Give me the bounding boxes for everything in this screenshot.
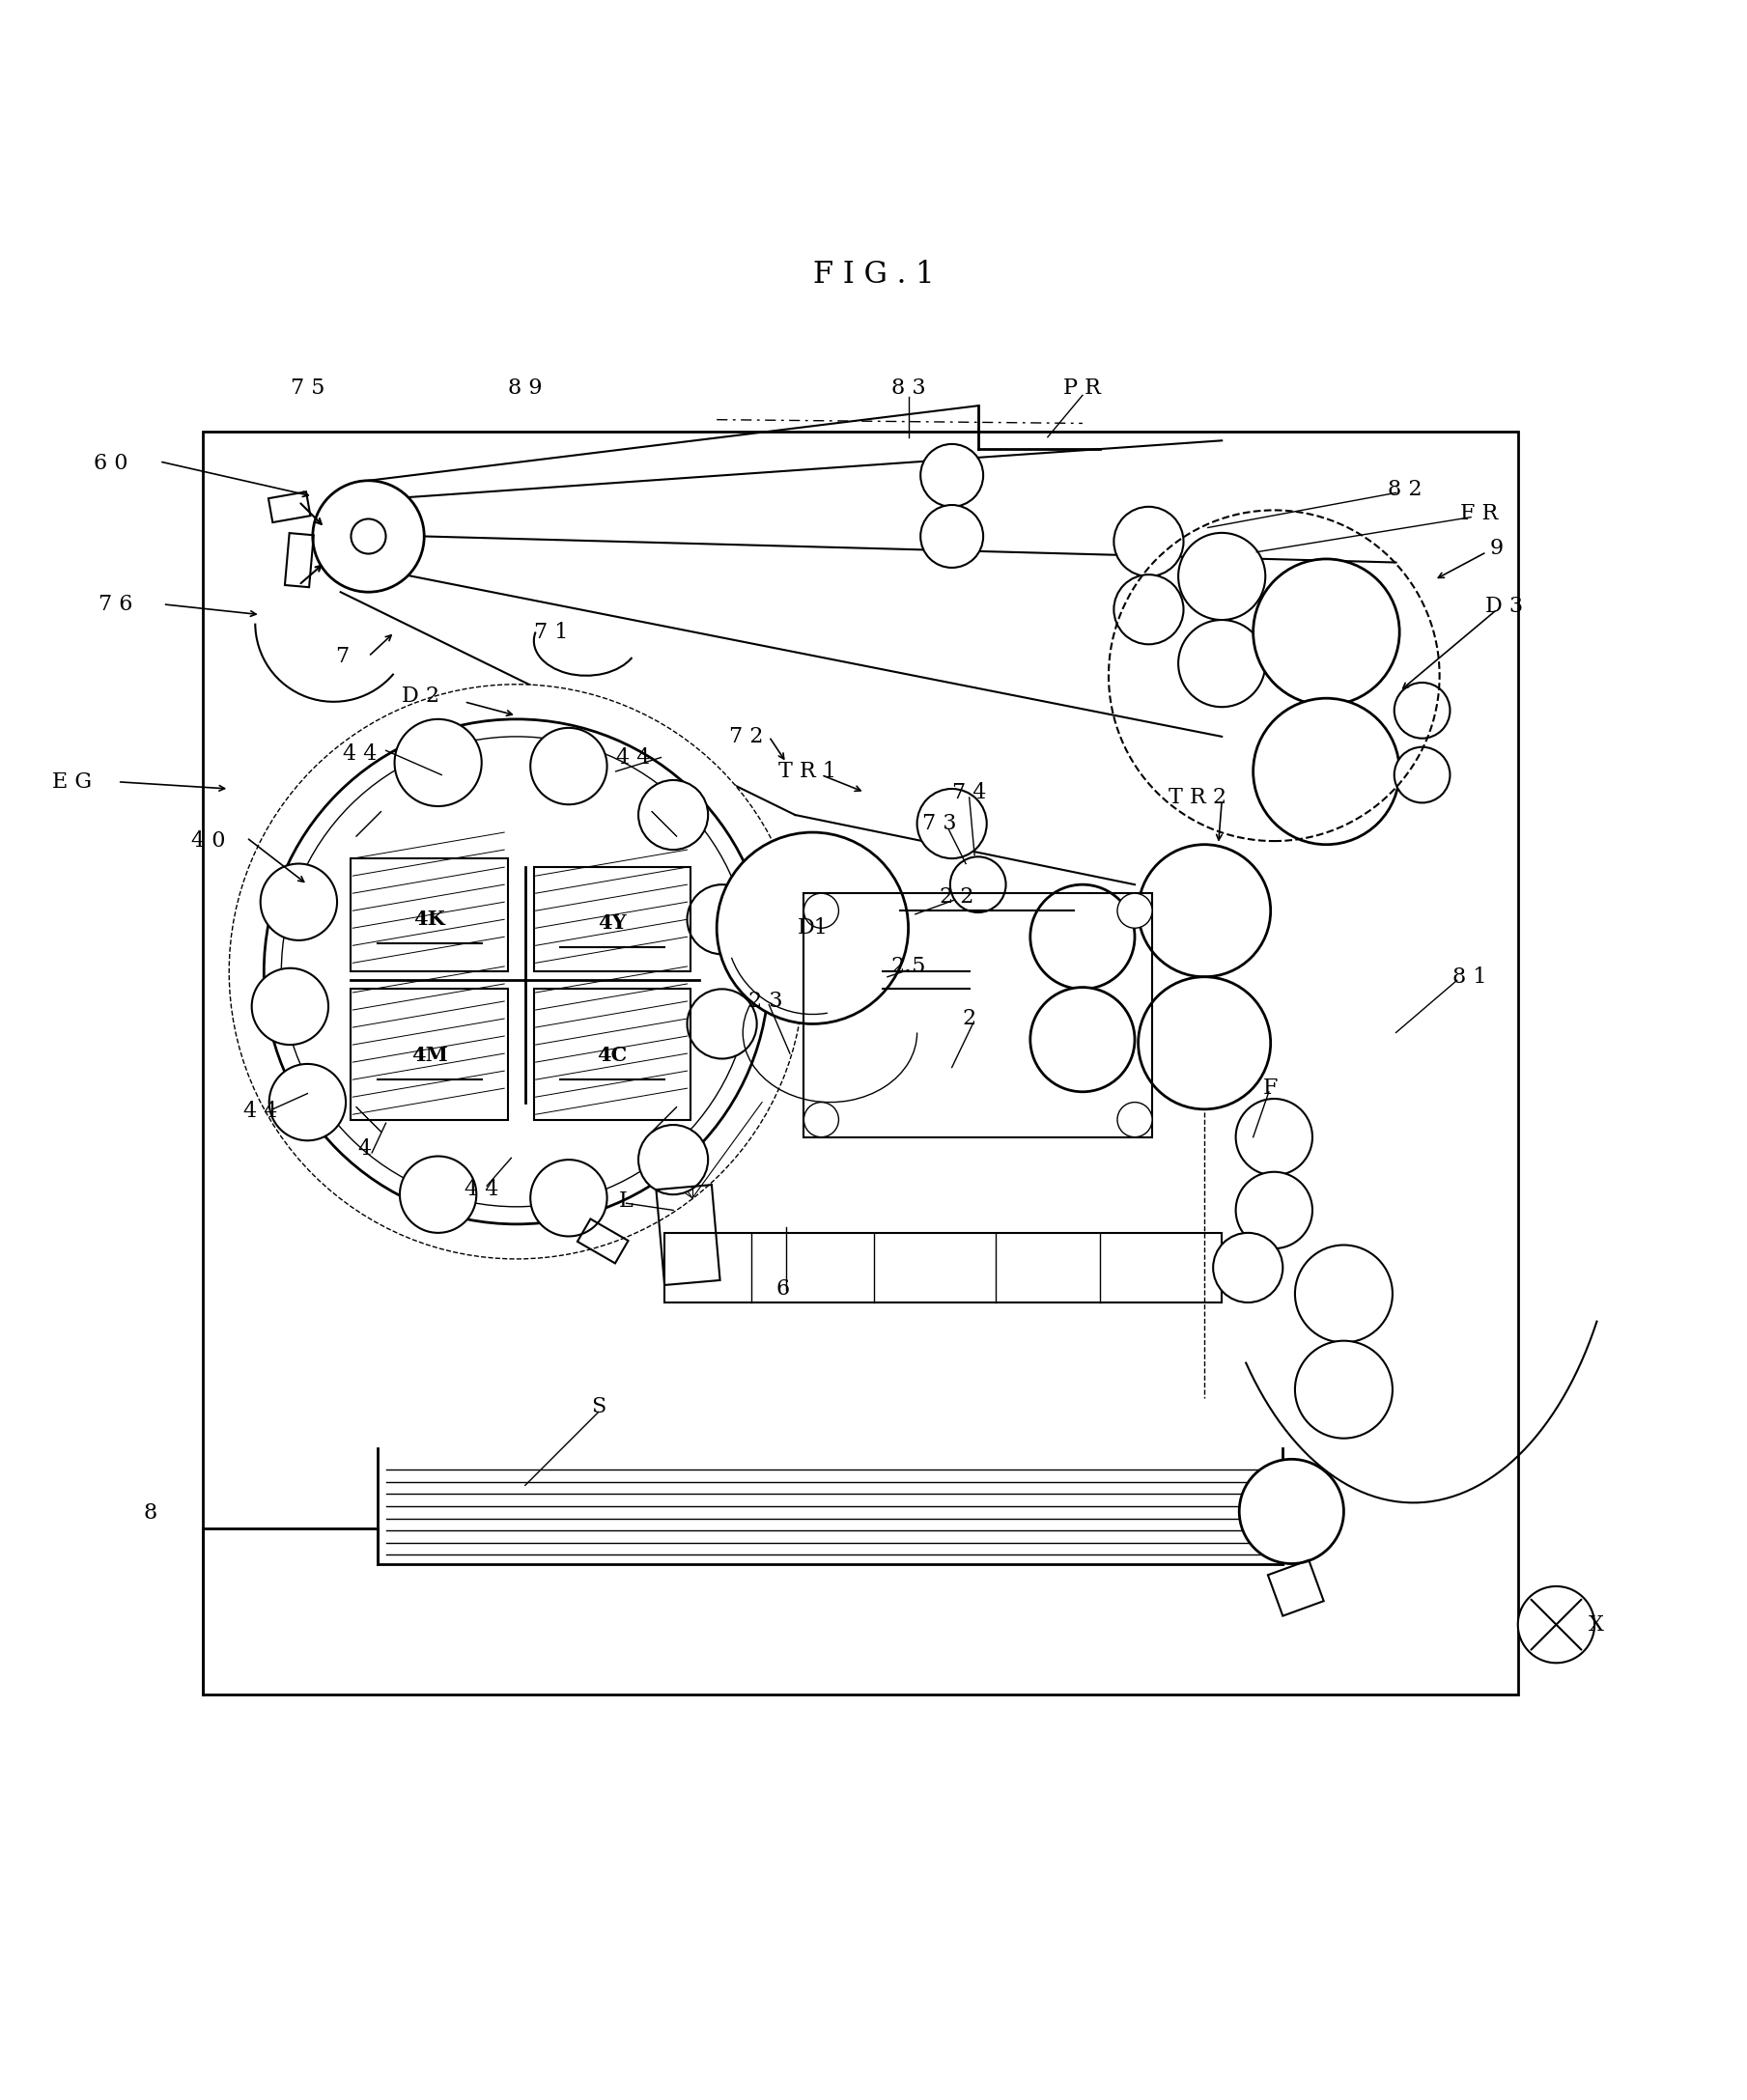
Text: X: X xyxy=(1588,1615,1604,1636)
Bar xyxy=(351,859,508,972)
Circle shape xyxy=(313,481,425,592)
Circle shape xyxy=(1295,1340,1392,1439)
Circle shape xyxy=(264,718,769,1224)
Circle shape xyxy=(260,863,337,941)
Circle shape xyxy=(687,989,756,1058)
Circle shape xyxy=(1118,1102,1153,1136)
Circle shape xyxy=(229,685,804,1260)
Circle shape xyxy=(1139,844,1270,976)
Circle shape xyxy=(1139,976,1270,1109)
Text: S: S xyxy=(590,1396,606,1418)
Circle shape xyxy=(281,737,751,1208)
Circle shape xyxy=(1212,1233,1282,1302)
Circle shape xyxy=(351,519,386,554)
Circle shape xyxy=(804,1102,839,1136)
Circle shape xyxy=(269,1065,346,1140)
Circle shape xyxy=(395,718,482,806)
Text: D 2: D 2 xyxy=(402,687,440,708)
Circle shape xyxy=(950,857,1006,911)
Text: F I G . 1: F I G . 1 xyxy=(812,260,935,290)
Text: 4Y: 4Y xyxy=(597,914,627,932)
Text: 2 5: 2 5 xyxy=(891,956,926,976)
Circle shape xyxy=(638,1126,708,1195)
Text: T R 1: T R 1 xyxy=(779,760,837,781)
Circle shape xyxy=(1394,682,1450,739)
Bar xyxy=(804,892,1153,1136)
Circle shape xyxy=(1115,506,1183,575)
Circle shape xyxy=(1394,748,1450,802)
Text: D 3: D 3 xyxy=(1485,596,1523,617)
Bar xyxy=(269,491,311,523)
Bar xyxy=(351,989,508,1119)
Circle shape xyxy=(1177,620,1265,708)
Text: P R: P R xyxy=(1064,378,1101,399)
Text: 4C: 4C xyxy=(597,1046,627,1065)
Circle shape xyxy=(1115,575,1183,645)
Text: 6: 6 xyxy=(776,1279,790,1300)
Bar xyxy=(578,1218,629,1264)
Text: 9: 9 xyxy=(1490,538,1504,559)
Circle shape xyxy=(1518,1586,1595,1663)
Circle shape xyxy=(1177,533,1265,620)
Text: 4 0: 4 0 xyxy=(190,830,225,853)
Text: 4 4: 4 4 xyxy=(617,748,650,769)
Text: 8: 8 xyxy=(143,1504,157,1525)
Bar xyxy=(535,989,690,1119)
Text: 4 4: 4 4 xyxy=(342,743,377,764)
Bar xyxy=(664,1233,1221,1302)
Circle shape xyxy=(921,504,984,567)
Circle shape xyxy=(1235,1172,1312,1250)
Circle shape xyxy=(531,729,606,804)
Bar xyxy=(285,533,314,588)
Circle shape xyxy=(1031,987,1136,1092)
Circle shape xyxy=(1235,1098,1312,1176)
Text: 7 2: 7 2 xyxy=(728,727,763,748)
Circle shape xyxy=(1253,559,1399,706)
Circle shape xyxy=(1295,1245,1392,1342)
Circle shape xyxy=(1239,1460,1343,1564)
Text: 8 9: 8 9 xyxy=(508,378,542,399)
Circle shape xyxy=(1118,892,1153,928)
Text: 7 4: 7 4 xyxy=(952,781,987,802)
Text: E G: E G xyxy=(52,771,93,792)
Text: 2 2: 2 2 xyxy=(940,886,975,907)
Text: 4M: 4M xyxy=(411,1046,447,1065)
Text: L: L xyxy=(618,1191,634,1212)
Text: 8 2: 8 2 xyxy=(1387,479,1422,500)
Bar xyxy=(203,433,1518,1695)
Circle shape xyxy=(716,832,908,1025)
Circle shape xyxy=(687,884,756,953)
Text: 4: 4 xyxy=(358,1138,372,1159)
Circle shape xyxy=(400,1157,477,1233)
Text: 7 3: 7 3 xyxy=(922,813,957,834)
Text: 6 0: 6 0 xyxy=(94,454,128,475)
Bar xyxy=(535,867,690,972)
Circle shape xyxy=(917,790,987,859)
Circle shape xyxy=(1253,699,1399,844)
Circle shape xyxy=(804,892,839,928)
Text: F: F xyxy=(1263,1077,1279,1098)
Circle shape xyxy=(531,1159,606,1237)
Circle shape xyxy=(921,443,984,506)
Text: 4 4: 4 4 xyxy=(243,1100,278,1121)
Text: 4 4: 4 4 xyxy=(465,1178,498,1199)
Text: D1: D1 xyxy=(797,918,828,939)
Text: 2 3: 2 3 xyxy=(748,991,783,1012)
Text: F R: F R xyxy=(1460,504,1499,525)
Text: 7 1: 7 1 xyxy=(535,622,568,643)
Bar xyxy=(1268,1560,1324,1615)
Text: 8 1: 8 1 xyxy=(1452,966,1487,987)
Text: 8 3: 8 3 xyxy=(891,378,926,399)
Text: T R 2: T R 2 xyxy=(1169,788,1226,808)
Text: 4K: 4K xyxy=(414,909,445,928)
Circle shape xyxy=(638,779,708,850)
Text: 7 5: 7 5 xyxy=(290,378,325,399)
Text: 7 6: 7 6 xyxy=(100,594,133,615)
Circle shape xyxy=(1031,884,1136,989)
Bar xyxy=(657,1184,720,1285)
Text: 2: 2 xyxy=(963,1008,977,1029)
Text: 7: 7 xyxy=(335,647,349,668)
Circle shape xyxy=(252,968,328,1046)
